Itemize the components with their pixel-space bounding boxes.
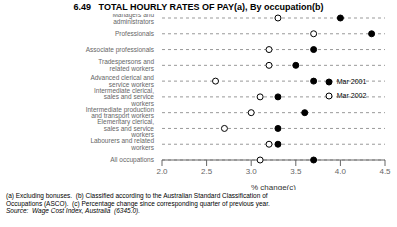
html-text:Source: Wage Cost Index, Austr: Source: Wage Cost Index, Australia (6345… (6, 207, 140, 214)
html-text:Mar 2002: Mar 2002 (336, 92, 367, 100)
svg-text:Managers andadministrators: Managers andadministrators (112, 14, 154, 25)
html-text:(a) Excluding bonuses. (b) Cla: (a) Excluding bonuses. (b) Classified ac… (6, 192, 268, 199)
svg-text:2.0: 2.0 (156, 167, 168, 176)
svg-text:3.5: 3.5 (290, 167, 302, 176)
svg-text:Labourers and relatedworkers: Labourers and relatedworkers (90, 137, 154, 151)
html-text:and transport workers: and transport workers (91, 112, 154, 120)
svg-text:Advanced clerical andservice w: Advanced clerical andservice workers (90, 74, 154, 88)
html-text:Occupations (ASCO). (c) Percen: Occupations (ASCO). (c) Percentage chang… (6, 199, 270, 207)
svg-text:Associate professionals: Associate professionals (86, 46, 155, 54)
svg-text:Tradespersons andrelated worke: Tradespersons andrelated workers (98, 58, 155, 72)
svg-text:4.5: 4.5 (379, 167, 389, 176)
html-text:Intermediate production: Intermediate production (85, 105, 154, 113)
svg-text:Professionals: Professionals (115, 30, 155, 37)
html-text:Mar 2001: Mar 2001 (336, 77, 367, 85)
svg-text:Elementary clerical,sales and: Elementary clerical,sales and servicewor… (97, 118, 154, 138)
svg-text:4.0: 4.0 (335, 167, 347, 176)
svg-text:% change(c): % change(c) (251, 183, 296, 190)
svg-text:3.0: 3.0 (246, 167, 258, 176)
svg-text:2.5: 2.5 (201, 167, 213, 176)
svg-text:Intermediate clerical,sales an: Intermediate clerical,sales and servicew… (94, 87, 155, 107)
svg-text:All occupations: All occupations (110, 156, 154, 164)
html-text:6.49 TOTAL HOURLY RATES OF PAY: 6.49 TOTAL HOURLY RATES OF PAY(a), By oc… (73, 2, 324, 12)
